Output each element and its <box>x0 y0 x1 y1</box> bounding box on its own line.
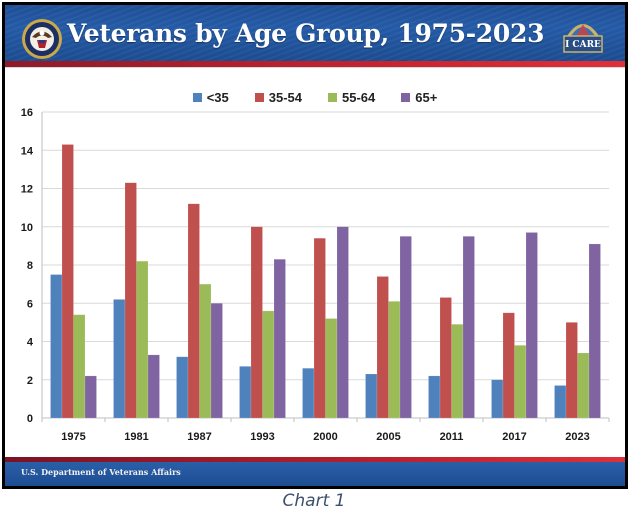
bar-55-64-2000 <box>325 318 338 419</box>
header-banner: Veterans by Age Group, 1975-2023 I CARE <box>5 5 625 61</box>
bar-65-2017 <box>525 232 538 419</box>
x-tick-label: 1987 <box>187 431 211 443</box>
x-tick-label: 2023 <box>565 431 589 443</box>
bar-55-64-2011 <box>451 324 464 419</box>
legend-label: 65+ <box>415 90 438 105</box>
bar-35-54-2000 <box>313 237 326 419</box>
chart-title: Veterans by Age Group, 1975-2023 <box>67 19 545 48</box>
x-tick-label: 2005 <box>376 431 400 443</box>
legend-swatch <box>401 93 411 102</box>
legend-label: 55-64 <box>342 90 376 105</box>
y-tick-label: 6 <box>27 298 33 310</box>
bar-chart: 0 2 4 6 8 10 12 14 16 1975 1981 1987 1993 2000 2005 201… <box>21 107 610 443</box>
slide-frame: Veterans by Age Group, 1975-2023 I CARE … <box>2 2 628 489</box>
bar-35-2011 <box>428 375 441 419</box>
bar-35-2023 <box>554 385 567 419</box>
bar-35-1981 <box>113 299 126 419</box>
bar-35-2017 <box>491 379 504 419</box>
header-red-stripe <box>5 61 625 68</box>
bar-35-54-1981 <box>124 182 137 419</box>
bar-35-2000 <box>302 368 315 419</box>
legend-swatch <box>328 93 337 102</box>
figure-caption: Chart 1 <box>282 491 346 511</box>
bar-35-54-2005 <box>376 276 389 419</box>
y-tick-label: 16 <box>21 107 33 119</box>
bar-35-54-1993 <box>250 226 263 419</box>
bar-35-1987 <box>176 356 189 419</box>
bar-65-2023 <box>588 243 601 419</box>
x-tick-label: 1975 <box>61 431 85 443</box>
y-tick-label: 14 <box>21 145 34 157</box>
footer-blue-bar <box>5 462 625 486</box>
x-tick-label: 1993 <box>250 431 274 443</box>
bar-55-64-1987 <box>199 283 212 419</box>
y-tick-label: 12 <box>21 184 33 196</box>
bar-35-1975 <box>50 274 63 419</box>
footer-banner: U.S. Department of Veterans Affairs <box>5 457 625 486</box>
bar-55-64-2023 <box>577 352 590 419</box>
bar-55-64-1993 <box>262 310 275 419</box>
bar-35-54-2023 <box>565 322 578 419</box>
i-care-text: I CARE <box>565 40 601 50</box>
legend-label: 35-54 <box>268 90 302 105</box>
bar-55-64-1981 <box>136 260 149 419</box>
i-care-badge-icon: I CARE <box>563 24 603 53</box>
x-tick-label: 2017 <box>502 431 526 443</box>
legend-label: <35 <box>206 90 229 105</box>
bar-35-54-1987 <box>187 203 200 419</box>
bar-65-1993 <box>273 259 286 419</box>
bar-65-2011 <box>462 236 475 419</box>
y-tick-label: 2 <box>27 375 33 387</box>
chart-legend: <35 35-54 55-64 65+ <box>5 90 625 105</box>
x-tick-label: 1981 <box>124 431 148 443</box>
legend-item: 65+ <box>401 90 437 105</box>
bar-35-54-2011 <box>439 297 452 419</box>
va-seal-icon <box>22 19 62 59</box>
y-tick-label: 8 <box>27 260 33 272</box>
bar-55-64-2005 <box>388 301 401 419</box>
bar-35-2005 <box>365 373 378 419</box>
legend-swatch <box>254 93 264 102</box>
bar-65-1981 <box>147 354 160 419</box>
y-tick-label: 10 <box>21 222 33 234</box>
legend-swatch <box>192 93 202 102</box>
bar-35-1993 <box>239 366 252 419</box>
footer-red-stripe <box>5 457 625 462</box>
x-tick-label: 2011 <box>440 431 464 443</box>
bar-65-2005 <box>399 236 412 419</box>
bar-35-54-1975 <box>61 144 74 419</box>
bar-35-54-2017 <box>502 312 515 419</box>
bar-65-1987 <box>210 303 223 419</box>
bar-65-2000 <box>336 226 349 419</box>
legend-item: <35 <box>192 90 229 105</box>
bar-55-64-2017 <box>514 345 527 419</box>
bar-55-64-1975 <box>73 314 86 419</box>
y-tick-label: 0 <box>27 413 33 425</box>
bar-65-1975 <box>84 375 97 419</box>
legend-item: 55-64 <box>328 90 375 105</box>
x-tick-label: 2000 <box>313 431 337 443</box>
legend-item: 35-54 <box>254 90 302 105</box>
footer-text: U.S. Department of Veterans Affairs <box>21 467 181 477</box>
y-tick-label: 4 <box>27 337 34 349</box>
